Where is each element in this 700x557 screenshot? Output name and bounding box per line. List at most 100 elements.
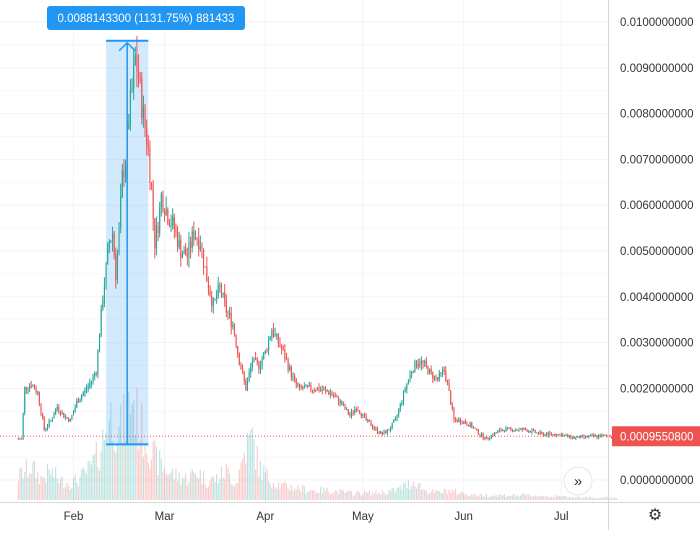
y-tick-label: 0.0080000000 bbox=[620, 109, 694, 121]
candle-body bbox=[217, 285, 219, 297]
candle-body bbox=[323, 389, 325, 391]
candle-body bbox=[329, 392, 331, 395]
volume-bar bbox=[555, 494, 557, 500]
candle-body bbox=[352, 411, 354, 413]
candle-body bbox=[300, 385, 302, 388]
volume-bar bbox=[225, 464, 227, 500]
volume-bar bbox=[324, 491, 327, 500]
candle-body bbox=[602, 434, 605, 436]
volume-bar bbox=[113, 449, 115, 500]
volume-bar bbox=[313, 490, 315, 500]
candle-body bbox=[565, 434, 567, 436]
volume-bar bbox=[326, 487, 328, 500]
volume-bar bbox=[427, 494, 429, 500]
volume-bar bbox=[212, 476, 214, 500]
candle-body bbox=[233, 324, 236, 336]
candle-body bbox=[469, 422, 471, 427]
volume-bar bbox=[172, 468, 174, 500]
volume-bar bbox=[19, 467, 21, 500]
candle-body bbox=[131, 88, 133, 91]
volume-bar bbox=[507, 495, 509, 500]
volume-bar bbox=[464, 494, 466, 500]
candle-body bbox=[255, 357, 257, 359]
candle-body bbox=[385, 431, 387, 434]
candle-body bbox=[237, 346, 239, 354]
volume-bar bbox=[90, 464, 92, 500]
candle-body bbox=[336, 396, 338, 398]
volume-bar bbox=[43, 477, 45, 500]
volume-bar bbox=[255, 469, 257, 500]
volume-bar bbox=[87, 460, 89, 500]
candle-body bbox=[389, 428, 392, 431]
candle-body bbox=[533, 429, 535, 431]
candle-body bbox=[79, 399, 81, 403]
candle-body bbox=[42, 413, 44, 419]
volume-bar bbox=[134, 435, 136, 500]
volume-bar bbox=[441, 493, 444, 500]
volume-bar bbox=[471, 493, 473, 500]
candle-body bbox=[102, 301, 104, 310]
volume-bar bbox=[411, 485, 413, 500]
candle-body bbox=[526, 429, 528, 432]
candle-body bbox=[46, 426, 49, 429]
volume-bar bbox=[102, 429, 104, 500]
candle-body bbox=[472, 427, 475, 429]
candle-body bbox=[175, 228, 177, 232]
time-axis[interactable]: Feb Mar Apr May Jun Jul bbox=[0, 502, 700, 524]
candle-body bbox=[443, 369, 445, 371]
volume-bar bbox=[365, 492, 367, 500]
candle-body bbox=[328, 391, 330, 395]
volume-bar bbox=[287, 488, 289, 500]
volume-bar bbox=[495, 494, 497, 500]
candle-body bbox=[271, 330, 273, 337]
candle-body bbox=[95, 373, 97, 375]
candle-body bbox=[19, 438, 21, 440]
candle-body bbox=[113, 233, 115, 256]
candle-body bbox=[404, 389, 406, 391]
candle-body bbox=[258, 361, 260, 370]
volume-bar bbox=[193, 471, 195, 500]
volume-bar bbox=[230, 484, 232, 500]
volume-bar bbox=[154, 440, 156, 500]
candle-body bbox=[303, 386, 305, 389]
candle-body bbox=[546, 434, 548, 436]
double-chevron-right-icon: » bbox=[574, 473, 582, 490]
candle-body bbox=[35, 389, 37, 393]
volume-bar bbox=[98, 470, 101, 500]
volume-bar bbox=[393, 488, 395, 500]
volume-bar bbox=[141, 402, 143, 500]
volume-bar bbox=[219, 479, 221, 500]
volume-bar bbox=[435, 490, 437, 500]
volume-bar bbox=[601, 497, 603, 500]
volume-bar bbox=[308, 491, 310, 500]
volume-bar bbox=[170, 472, 172, 500]
volume-bar bbox=[256, 445, 258, 500]
candle-body bbox=[243, 371, 245, 381]
volume-bar bbox=[567, 498, 569, 500]
volume-bar bbox=[459, 493, 462, 500]
candle-body bbox=[121, 170, 123, 197]
volume-bar bbox=[300, 491, 302, 500]
scroll-right-button[interactable]: » bbox=[563, 466, 593, 496]
volume-bar bbox=[149, 468, 151, 500]
candle-body bbox=[199, 246, 201, 250]
candle-body bbox=[64, 416, 66, 418]
candle-body bbox=[186, 255, 188, 257]
candle-body bbox=[536, 432, 538, 434]
volume-bar bbox=[433, 493, 435, 500]
candle-body bbox=[463, 421, 465, 424]
volume-bar bbox=[425, 490, 427, 500]
volume-bar bbox=[575, 497, 577, 500]
settings-button[interactable]: ⚙ bbox=[648, 507, 662, 524]
candle-body bbox=[500, 429, 502, 431]
price-axis[interactable]: 0.0100000000 0.0090000000 0.0080000000 0.00… bbox=[608, 0, 694, 530]
candle-body bbox=[124, 165, 127, 178]
volume-bar bbox=[320, 486, 322, 500]
volume-bar bbox=[53, 477, 55, 500]
candle-body bbox=[295, 378, 297, 385]
volume-bar bbox=[614, 497, 616, 500]
candle-body bbox=[539, 431, 541, 434]
candle-body bbox=[510, 427, 512, 429]
candle-body bbox=[282, 349, 284, 351]
